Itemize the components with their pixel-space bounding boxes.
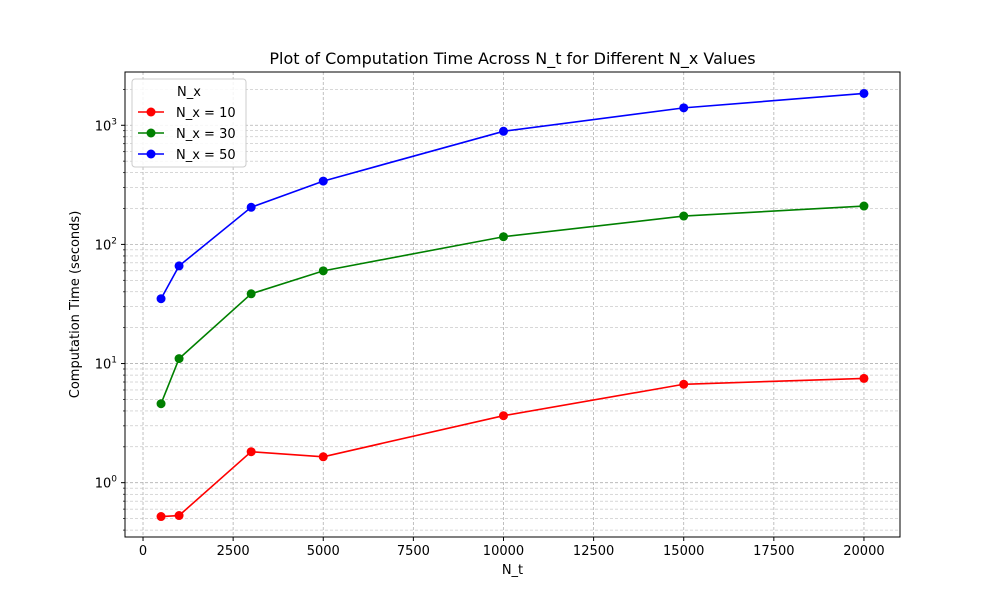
plot-frame: [124, 71, 901, 538]
data-point: [679, 379, 689, 389]
series-line: [160, 205, 864, 405]
x-tick-label: 20000: [843, 544, 884, 559]
data-point: [318, 266, 328, 276]
x-tick-label: 12500: [573, 544, 614, 559]
data-point: [246, 202, 256, 212]
data-point: [859, 201, 869, 211]
data-point: [859, 88, 869, 98]
data-point: [156, 399, 166, 409]
legend: N_x N_x = 10 N_x = 30 N_x = 50: [131, 78, 247, 168]
legend-label: N_x = 10: [176, 106, 236, 121]
legend-marker: [146, 128, 156, 138]
series-layer: [156, 88, 869, 522]
legend-marker: [146, 107, 156, 117]
data-point: [174, 261, 184, 271]
legend-label: N_x = 50: [176, 148, 236, 163]
data-point: [679, 211, 689, 221]
data-point: [498, 126, 508, 136]
x-tick-label: 0: [139, 544, 147, 559]
data-point: [679, 103, 689, 113]
chart-title: Plot of Computation Time Across N_t for …: [269, 49, 755, 69]
x-tick-label: 2500: [217, 544, 250, 559]
legend-marker: [146, 149, 156, 159]
data-point: [174, 511, 184, 521]
data-point: [498, 411, 508, 421]
x-tick-label: 17500: [753, 544, 794, 559]
data-point: [859, 373, 869, 383]
data-point: [498, 232, 508, 242]
series-line: [161, 377, 864, 518]
x-tick-label: 5000: [307, 544, 340, 559]
y-tick-label: 103: [95, 117, 117, 134]
x-tick-label: 10000: [483, 544, 524, 559]
tick-layer: 0 2500 5000 7500 10000 12500 15000 17500 20000 10…: [95, 89, 885, 559]
legend-label: N_x = 30: [176, 127, 236, 142]
x-tick-label: 15000: [663, 544, 704, 559]
data-point: [174, 354, 184, 364]
data-point: [318, 176, 328, 186]
y-tick-label: 102: [95, 236, 117, 253]
y-tick-label: 101: [95, 356, 117, 373]
x-tick-label: 7500: [397, 544, 430, 559]
data-point: [318, 452, 328, 462]
x-axis-label: N_t: [502, 563, 523, 578]
data-point: [156, 512, 166, 522]
y-axis-label: Computation Time (seconds): [68, 211, 83, 399]
data-point: [246, 289, 256, 299]
legend-box: [131, 78, 247, 168]
data-point: [156, 294, 166, 304]
data-point: [246, 447, 256, 457]
y-tick-label: 100: [95, 475, 118, 492]
legend-title: N_x: [177, 85, 201, 100]
series-line: [160, 92, 865, 300]
